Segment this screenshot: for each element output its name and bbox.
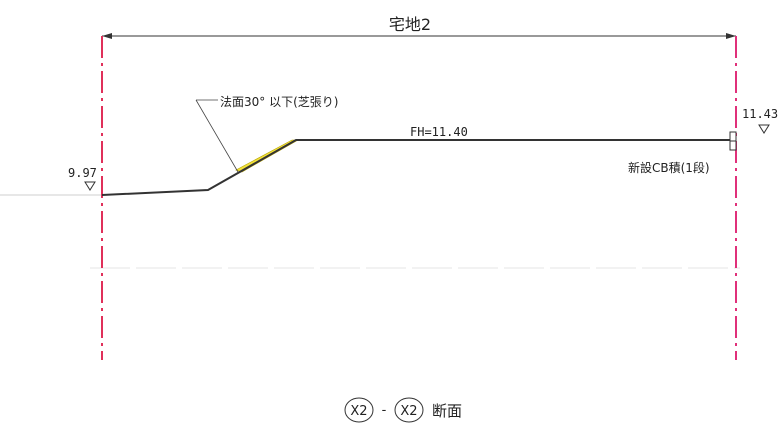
dimension-arrow-left-icon [102,33,112,39]
section-suffix: 断面 [432,402,462,420]
finished-height-label: FH=11.40 [410,125,468,139]
left-level-triangle-icon [84,181,96,191]
section-mark-2-circle [394,397,424,423]
wall-note: 新設CB積(1段) [628,160,710,175]
section-mark-1-circle [344,397,374,423]
section-title: X2 - X2 断面 [344,397,462,423]
slope-note-leader [195,99,239,173]
dimension-arrow-right-icon [726,33,736,39]
lot-dimension: 宅地2 [102,15,736,39]
right-level-value: 11.43 [742,107,778,121]
section-mark-2: X2 [400,404,417,419]
left-level-value: 9.97 [68,166,97,180]
ground-profile-line [101,139,736,196]
section-dash: - [382,403,387,418]
lot-label: 宅地2 [389,15,431,34]
section-mark-1: X2 [350,404,367,419]
right-level-triangle-icon [758,124,770,134]
slope-note: 法面30° 以下(芝張り) [220,94,338,109]
